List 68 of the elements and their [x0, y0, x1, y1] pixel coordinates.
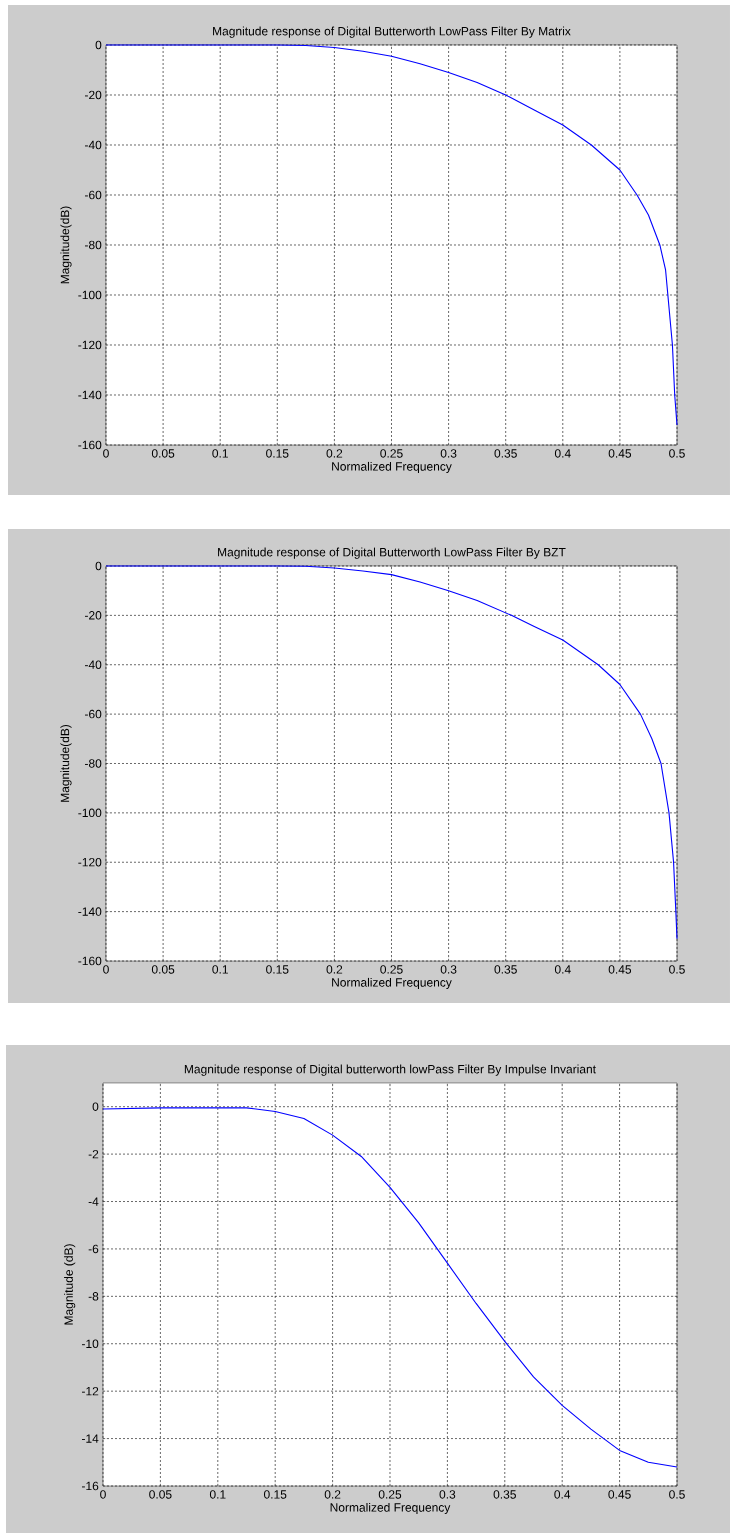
x-tick-label: 0.2	[326, 965, 343, 974]
y-tick-label: -140	[78, 390, 102, 400]
y-tick-label: -8	[88, 1292, 99, 1301]
x-tick-label: 0	[103, 449, 109, 458]
x-tick-label: 0.5	[669, 965, 685, 974]
y-tick-label: -40	[84, 660, 102, 669]
x-tick-label: 0.2	[324, 1490, 341, 1499]
x-tick-label: 0.35	[493, 1490, 516, 1499]
x-tick-label: 0.25	[378, 1490, 402, 1499]
x-tick-label: 0.1	[212, 965, 228, 974]
x-tick-label: 0.3	[440, 965, 457, 974]
y-tick-label: -6	[88, 1244, 99, 1254]
y-tick-label: -16	[81, 1481, 99, 1491]
chart-title: Magnitude response of Digital Butterworth LowPass Filter By Matrix	[213, 26, 571, 38]
x-tick-label: 0.25	[380, 965, 403, 974]
y-tick-label: -2	[88, 1149, 99, 1159]
x-tick-label: 0.05	[151, 965, 175, 974]
x-tick-label: 0	[103, 965, 109, 974]
chart-title: Magnitude response of Digital butterworth lowPass Filter By Impulse Invariant	[184, 1064, 596, 1076]
y-tick-label: -12	[81, 1386, 99, 1396]
x-tick-label: 0.3	[440, 449, 457, 458]
x-tick-label: 0.4	[554, 965, 571, 974]
y-tick-label: -160	[78, 956, 102, 966]
y-tick-label: 0	[92, 1102, 99, 1111]
y-tick-label: 0	[95, 40, 102, 50]
x-tick-label: 0.15	[266, 965, 289, 974]
x-tick-label: 0.25	[380, 449, 403, 458]
y-tick-label: -14	[81, 1434, 99, 1443]
y-tick-label: -160	[78, 440, 102, 450]
x-axis-title: Normalized Frequency	[332, 461, 452, 474]
x-tick-label: 0.15	[263, 1490, 287, 1499]
chart-title: Magnitude response of Digital Butterworth LowPass Filter By BZT	[218, 547, 566, 559]
y-tick-label: -100	[78, 290, 102, 300]
y-tick-label: -60	[84, 709, 102, 719]
x-tick-label: 0.05	[149, 1490, 172, 1499]
y-tick-label: -80	[84, 759, 102, 768]
x-tick-label: 0.4	[554, 449, 571, 458]
y-tick-label: -20	[84, 90, 102, 100]
y-tick-label: -20	[84, 611, 102, 620]
x-tick-label: 0.35	[494, 449, 517, 458]
y-tick-label: -120	[78, 340, 102, 350]
x-tick-label: 0.45	[608, 965, 632, 974]
y-axis-title: Magnitude(dB)	[60, 724, 72, 802]
y-tick-label: -140	[78, 907, 102, 916]
y-tick-label: -4	[88, 1197, 99, 1206]
x-axis-title: Normalized Frequency	[330, 1502, 451, 1515]
y-axis-title: Magnitude (dB)	[64, 1244, 76, 1325]
x-tick-label: 0.2	[326, 449, 343, 458]
y-tick-label: -80	[84, 240, 102, 250]
y-tick-label: -100	[78, 808, 102, 818]
y-tick-label: -40	[84, 140, 102, 150]
x-tick-label: 0.3	[439, 1490, 456, 1499]
x-tick-label: 0.5	[669, 449, 685, 458]
x-tick-label: 0.4	[554, 1490, 571, 1499]
x-tick-label: 0.45	[608, 1490, 631, 1499]
y-tick-label: 0	[95, 561, 102, 571]
x-axis-title: Normalized Frequency	[332, 977, 452, 990]
x-tick-label: 0.05	[151, 449, 175, 458]
x-tick-label: 0.1	[212, 449, 228, 458]
x-tick-label: 0.15	[266, 449, 289, 458]
y-tick-label: -60	[84, 190, 102, 200]
x-tick-label: 0.35	[494, 965, 517, 974]
y-tick-label: -120	[78, 857, 102, 867]
y-axis-title: Magnitude(dB)	[60, 206, 72, 284]
x-tick-label: 0.45	[608, 449, 632, 458]
x-tick-label: 0.1	[209, 1490, 226, 1499]
y-tick-label: -10	[81, 1339, 99, 1348]
x-tick-label: 0.5	[669, 1490, 685, 1499]
